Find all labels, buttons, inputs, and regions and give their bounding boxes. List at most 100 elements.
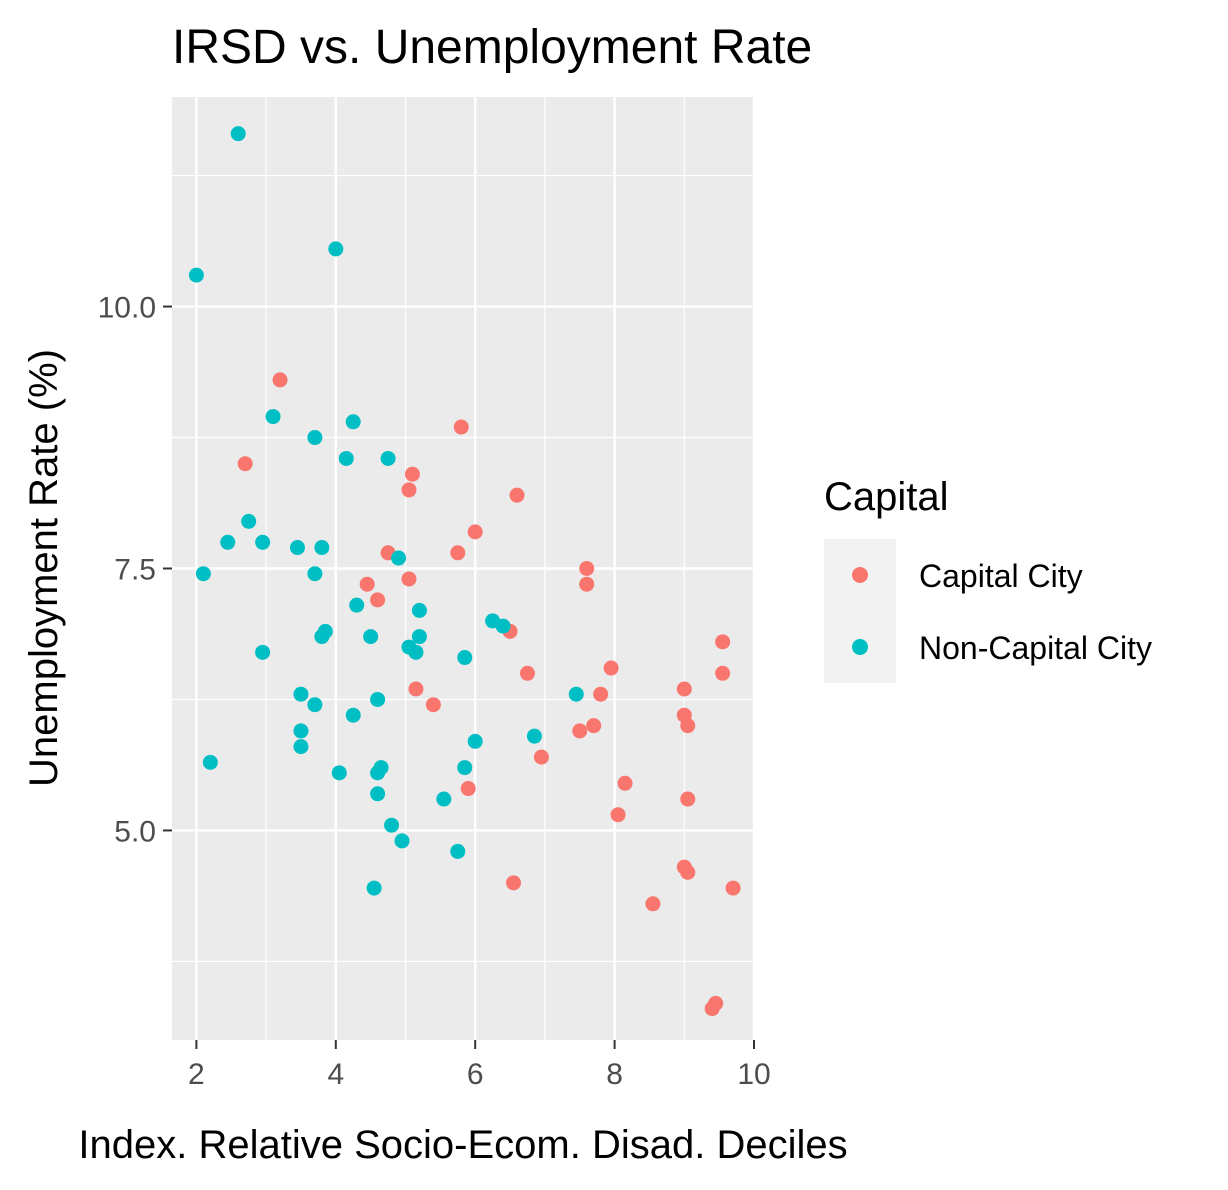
data-point-capital-city — [519, 665, 535, 681]
data-point-non-capital-city — [411, 602, 427, 618]
legend-key-capital-city — [852, 567, 868, 583]
data-point-capital-city — [425, 697, 441, 713]
data-point-capital-city — [408, 681, 424, 697]
data-point-non-capital-city — [366, 880, 382, 896]
data-point-capital-city — [359, 576, 375, 592]
data-point-capital-city — [401, 571, 417, 587]
data-point-non-capital-city — [345, 707, 361, 723]
data-point-capital-city — [586, 718, 602, 734]
y-tick-label: 5.0 — [114, 815, 156, 848]
data-point-capital-city — [460, 781, 476, 797]
data-point-capital-city — [579, 561, 595, 576]
data-point-non-capital-city — [467, 733, 483, 749]
data-point-non-capital-city — [195, 566, 211, 582]
data-point-capital-city — [725, 880, 741, 896]
data-point-non-capital-city — [314, 540, 330, 556]
data-point-capital-city — [237, 456, 253, 472]
major-gridlines — [172, 97, 756, 1040]
data-point-non-capital-city — [265, 409, 281, 425]
data-point-capital-city — [370, 592, 386, 608]
y-axis-title: Unemployment Rate (%) — [22, 349, 66, 787]
data-point-capital-city — [506, 875, 522, 891]
data-point-non-capital-city — [230, 126, 246, 142]
data-point-non-capital-city — [289, 540, 305, 556]
data-point-non-capital-city — [328, 241, 344, 257]
data-point-capital-city — [610, 807, 626, 823]
data-point-non-capital-city — [314, 629, 330, 645]
data-point-non-capital-city — [307, 430, 323, 446]
data-point-non-capital-city — [349, 597, 365, 613]
x-tick-label: 4 — [327, 1058, 344, 1091]
data-point-non-capital-city — [380, 450, 396, 466]
data-point-non-capital-city — [391, 550, 407, 566]
data-point-non-capital-city — [220, 534, 236, 550]
data-point-non-capital-city — [457, 760, 473, 776]
data-point-non-capital-city — [202, 754, 218, 770]
y-tick-label: 7.5 — [114, 554, 156, 587]
data-point-non-capital-city — [241, 513, 257, 529]
data-point-non-capital-city — [394, 833, 410, 849]
data-point-capital-city — [450, 545, 466, 561]
data-point-non-capital-city — [457, 650, 473, 666]
data-point-non-capital-city — [384, 817, 400, 833]
data-point-capital-city — [467, 524, 483, 540]
data-point-non-capital-city — [293, 723, 309, 739]
data-point-capital-city — [603, 660, 619, 676]
data-point-non-capital-city — [370, 786, 386, 802]
x-tick-label: 2 — [188, 1058, 205, 1091]
chart-title: IRSD vs. Unemployment Rate — [172, 21, 812, 74]
data-point-non-capital-city — [188, 267, 204, 283]
data-point-non-capital-city — [293, 686, 309, 702]
data-points — [188, 126, 741, 1017]
data-point-non-capital-city — [436, 791, 452, 807]
data-point-capital-city — [593, 686, 609, 702]
data-point-capital-city — [715, 665, 731, 681]
data-point-capital-city — [404, 466, 420, 482]
data-point-non-capital-city — [345, 414, 361, 430]
data-point-non-capital-city — [568, 686, 584, 702]
data-point-non-capital-city — [411, 629, 427, 645]
data-point-non-capital-city — [338, 450, 354, 466]
data-point-non-capital-city — [331, 765, 347, 781]
x-axis-title: Index. Relative Socio-Ecom. Disad. Decil… — [78, 1123, 847, 1167]
x-tick-label: 10 — [737, 1058, 770, 1091]
data-point-capital-city — [680, 718, 696, 734]
x-tick-label: 6 — [467, 1058, 484, 1091]
data-point-capital-city — [572, 723, 588, 739]
data-point-capital-city — [704, 1001, 720, 1017]
data-point-capital-city — [401, 482, 417, 498]
data-point-non-capital-city — [450, 843, 466, 859]
data-point-non-capital-city — [370, 765, 386, 781]
data-point-capital-city — [680, 864, 696, 880]
data-point-non-capital-city — [307, 697, 323, 713]
data-point-capital-city — [645, 896, 661, 912]
data-point-non-capital-city — [495, 618, 511, 634]
legend-label-non-capital-city: Non-Capital City — [919, 630, 1152, 666]
data-point-capital-city — [680, 791, 696, 807]
data-point-non-capital-city — [255, 534, 271, 550]
y-axis: 5.0 7.5 10.0 — [98, 292, 172, 848]
data-point-capital-city — [272, 372, 288, 388]
x-tick-label: 8 — [606, 1058, 623, 1091]
legend-title: Capital — [824, 475, 949, 519]
y-tick-label: 10.0 — [98, 292, 156, 325]
data-point-non-capital-city — [363, 629, 379, 645]
data-point-non-capital-city — [526, 728, 542, 744]
x-axis: 2 4 6 8 10 — [188, 1040, 771, 1091]
legend-key-background — [824, 539, 896, 683]
legend-label-capital-city: Capital City — [919, 558, 1083, 594]
data-point-capital-city — [676, 681, 692, 697]
data-point-capital-city — [509, 487, 525, 503]
data-point-capital-city — [617, 775, 633, 791]
data-point-non-capital-city — [293, 739, 309, 755]
data-point-non-capital-city — [307, 566, 323, 582]
data-point-non-capital-city — [255, 644, 271, 660]
legend: Capital Capital City Non-Capital City — [824, 475, 1152, 683]
data-point-capital-city — [533, 749, 549, 765]
legend-key-non-capital-city — [852, 639, 868, 655]
data-point-capital-city — [453, 419, 469, 435]
data-point-non-capital-city — [370, 691, 386, 707]
data-point-capital-city — [715, 634, 731, 650]
data-point-non-capital-city — [408, 644, 424, 660]
